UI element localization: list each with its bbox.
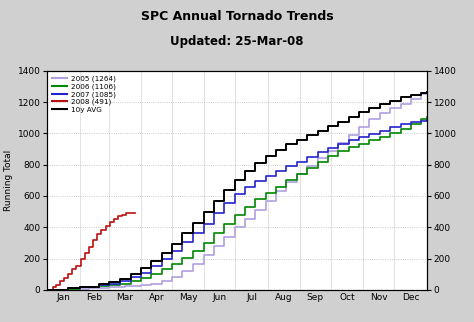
Text: SPC Annual Tornado Trends: SPC Annual Tornado Trends xyxy=(141,10,333,23)
Text: Updated: 25-Mar-08: Updated: 25-Mar-08 xyxy=(170,35,304,48)
Y-axis label: Running Total: Running Total xyxy=(4,150,13,211)
Legend: 2005 (1264), 2006 (1106), 2007 (1085), 2008 (491), 10y AVG: 2005 (1264), 2006 (1106), 2007 (1085), 2… xyxy=(51,74,117,114)
